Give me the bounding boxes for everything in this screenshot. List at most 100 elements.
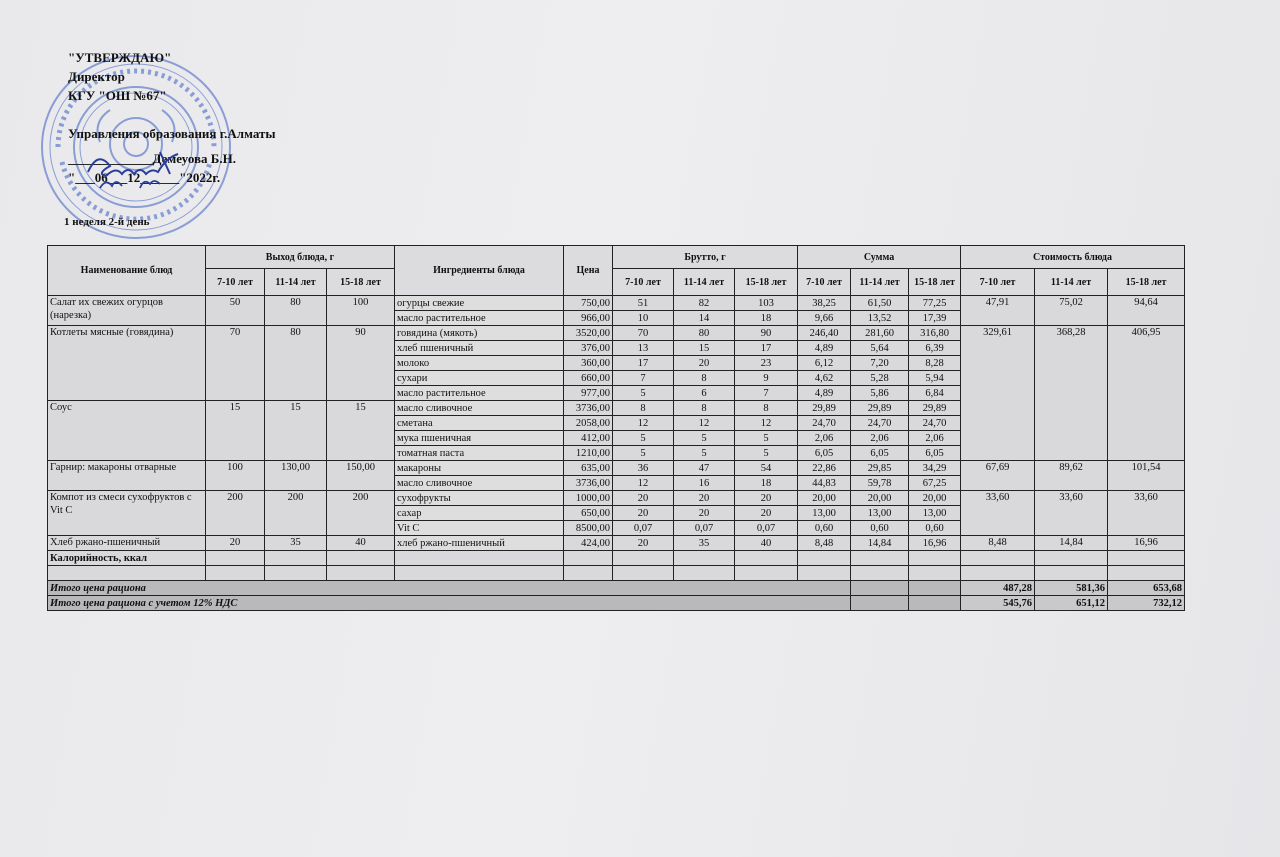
empty-cell [394, 550, 564, 566]
ingredient-brutto: 18 [733, 310, 799, 326]
ingredient-name: сухари [394, 370, 564, 386]
ingredient-price: 412,00 [563, 430, 613, 446]
ingredient-brutto: 5 [612, 385, 674, 401]
ingredient-brutto: 80 [673, 325, 735, 341]
ingredient-brutto: 12 [612, 475, 674, 491]
dish-name: Компот из смеси сухофруктов с Vit C [47, 490, 206, 536]
approval-title: "УТВЕРЖДАЮ" [68, 50, 172, 65]
dish-yield: 15 [205, 400, 265, 461]
ingredient-sum: 2,06 [908, 430, 962, 446]
ingredient-brutto: 8 [733, 400, 799, 416]
ingredient-price: 660,00 [563, 370, 613, 386]
empty-cell [797, 550, 852, 566]
ingredient-name: Vit C [394, 520, 564, 536]
empty-cell [1107, 550, 1186, 566]
dish-yield: 15 [264, 400, 327, 461]
ingredient-sum: 22,86 [797, 460, 852, 476]
dish-yield: 200 [205, 490, 265, 536]
header-dish: Наименование блюд [47, 245, 206, 296]
ingredient-sum: 6,84 [908, 385, 962, 401]
ingredient-name: масло сливочное [394, 475, 564, 491]
ingredient-sum: 0,60 [797, 520, 852, 536]
ingredient-sum: 13,00 [908, 505, 962, 521]
ingredient-brutto: 18 [733, 475, 799, 491]
dish-cost: 33,60 [960, 490, 1036, 536]
ingredient-brutto: 7 [612, 370, 674, 386]
dish-yield: 15 [326, 400, 395, 461]
ingredient-name: масло сливочное [394, 400, 564, 416]
ingredient-brutto: 17 [612, 355, 674, 371]
dish-cost: 368,28 [1034, 325, 1109, 461]
header-brutto: Брутто, г [611, 245, 799, 269]
ingredient-price: 966,00 [563, 310, 613, 326]
dish-cost: 8,48 [960, 535, 1036, 551]
empty-cell [850, 580, 910, 596]
ingredient-sum: 6,05 [797, 445, 852, 461]
ingredient-sum: 4,89 [797, 385, 852, 401]
ingredient-sum: 4,62 [797, 370, 852, 386]
ingredient-sum: 13,00 [850, 505, 910, 521]
dish-cost: 406,95 [1107, 325, 1186, 461]
ingredient-price: 8500,00 [563, 520, 613, 536]
ingredient-sum: 61,50 [850, 295, 910, 311]
empty-cell [394, 565, 564, 581]
ingredient-name: сухофрукты [394, 490, 564, 506]
header-price: Цена [563, 245, 613, 296]
ingredient-name: сахар [394, 505, 564, 521]
ingredient-brutto: 8 [673, 400, 735, 416]
dish-yield: 40 [326, 535, 395, 551]
ingredient-name: хлеб пшеничный [394, 340, 564, 356]
ingredient-price: 1000,00 [563, 490, 613, 506]
ingredient-brutto: 51 [612, 295, 674, 311]
header-brutto-age: 11-14 лет [673, 268, 735, 296]
ingredient-brutto: 20 [673, 355, 735, 371]
table-row: Соус 15 15 15 масло сливочное 3736,00 8 8 8 29,89… [47, 400, 1185, 461]
ingredient-sum: 6,39 [908, 340, 962, 356]
dish-cost: 329,61 [960, 325, 1036, 461]
dish-yield: 200 [264, 490, 327, 536]
ingredient-sum: 6,05 [850, 445, 910, 461]
dish-yield: 90 [326, 325, 395, 401]
empty-cell [563, 565, 613, 581]
ingredient-brutto: 0,07 [733, 520, 799, 536]
empty-row [47, 565, 1186, 581]
ingredient-brutto: 20 [673, 505, 735, 521]
header-sum-age: 15-18 лет [908, 268, 962, 296]
dish-yield: 80 [264, 325, 327, 401]
ingredient-sum: 316,80 [908, 325, 962, 341]
ingredient-brutto: 12 [612, 415, 674, 431]
table-row: Салат их свежих огурцов (нарезка) 50 80 100… [47, 295, 1186, 326]
ingredient-price: 635,00 [563, 460, 613, 476]
empty-cell [1034, 565, 1109, 581]
ingredient-brutto: 8 [673, 370, 735, 386]
ingredient-price: 750,00 [563, 295, 613, 311]
dish-cost: 33,60 [1034, 490, 1109, 536]
dish-name: Хлеб ржано-пшеничный [47, 535, 206, 551]
dish-yield: 100 [205, 460, 265, 491]
ingredient-name: масло растительное [394, 310, 564, 326]
ingredient-brutto: 23 [733, 355, 799, 371]
empty-cell [326, 550, 395, 566]
total-label: Итого цена рациона с учетом 12% НДС [46, 595, 852, 611]
header-yield-age: 15-18 лет [326, 268, 395, 296]
dish-name: Соус [47, 400, 206, 461]
ingredient-brutto: 70 [612, 325, 674, 341]
ingredient-sum: 13,52 [850, 310, 910, 326]
ingredient-price: 376,00 [563, 340, 613, 356]
dish-yield: 130,00 [264, 460, 327, 491]
ingredient-price: 3736,00 [563, 475, 613, 491]
ingredient-name: мука пшеничная [394, 430, 564, 446]
ingredient-sum: 29,89 [908, 400, 962, 416]
ingredient-sum: 77,25 [908, 295, 962, 311]
table-row: Хлеб ржано-пшеничный 20 35 40 хлеб ржано-пше… [47, 535, 1186, 551]
ingredient-brutto: 6 [673, 385, 735, 401]
ingredient-price: 3736,00 [563, 400, 613, 416]
header-yield-age: 7-10 лет [205, 268, 265, 296]
ingredient-sum: 29,89 [797, 400, 852, 416]
dish-cost: 101,54 [1107, 460, 1186, 491]
ingredient-name: молоко [394, 355, 564, 371]
ingredient-sum: 6,12 [797, 355, 852, 371]
dish-yield: 35 [264, 535, 327, 551]
ingredient-sum: 7,20 [850, 355, 910, 371]
ingredient-sum: 44,83 [797, 475, 852, 491]
